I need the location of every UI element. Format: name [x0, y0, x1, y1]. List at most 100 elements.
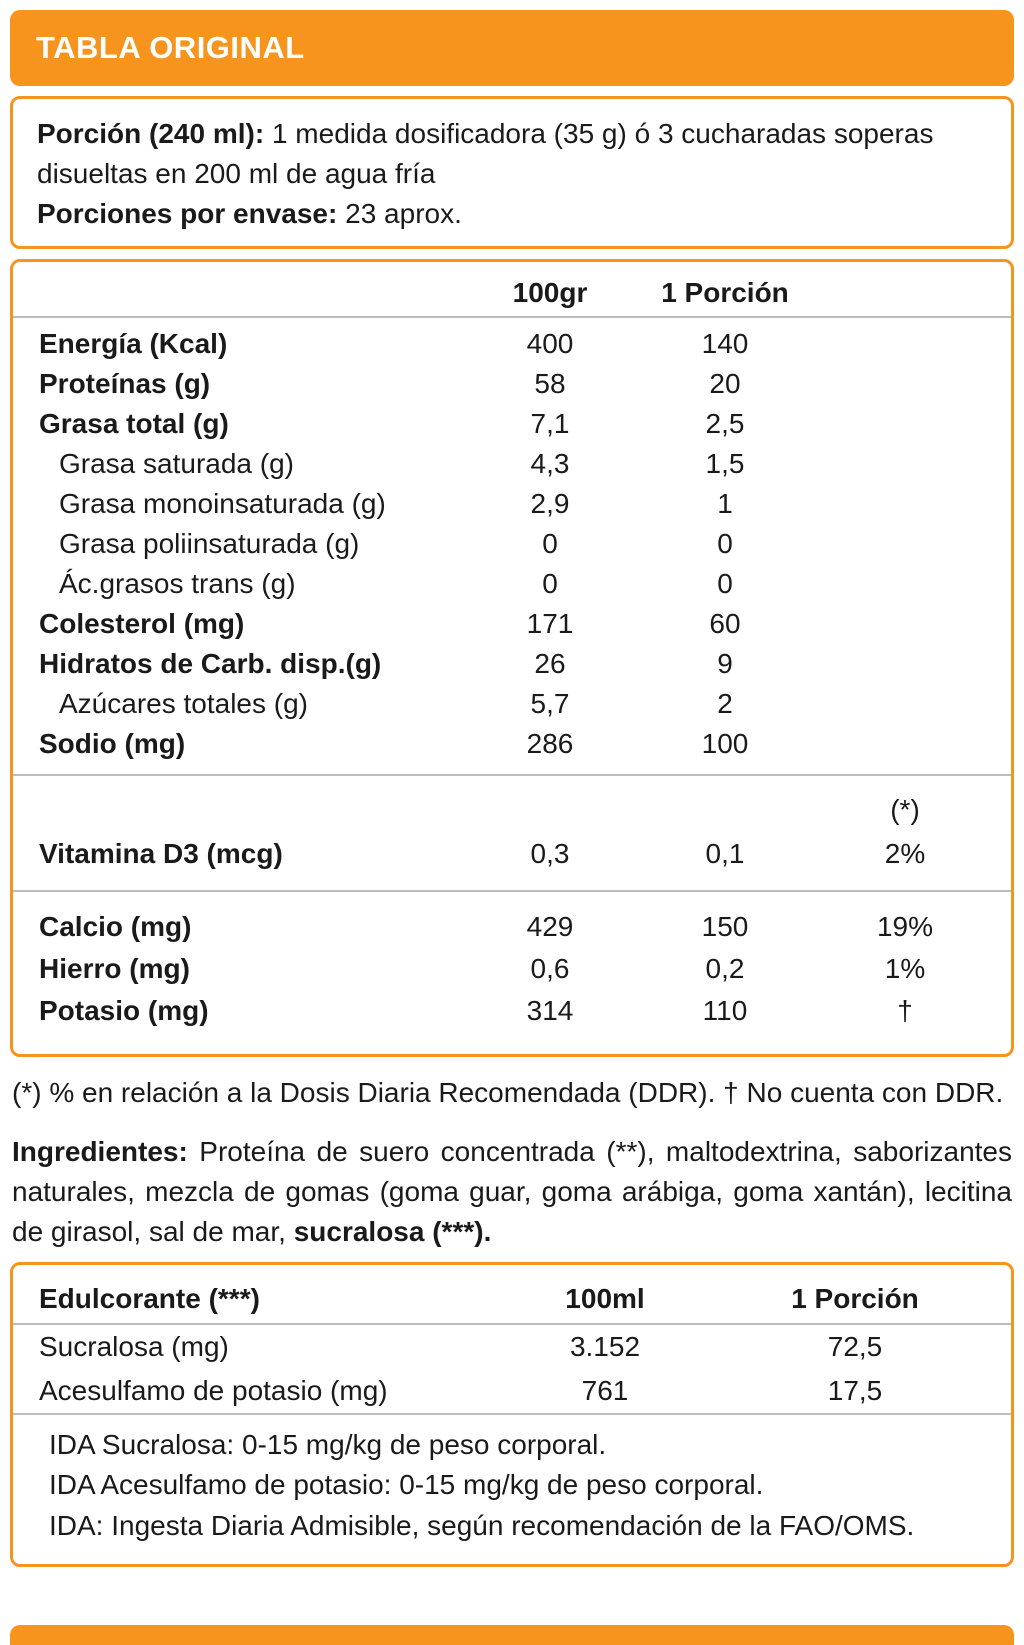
serving-info-box: Porción (240 ml): 1 medida dosificadora … [10, 96, 1014, 250]
servings-per-container-label: Porciones por envase: [37, 197, 338, 229]
vitamin-section: (*) Vitamina D3 (mcg) 0,3 0,1 2% [13, 776, 1011, 890]
serving-size-text: 1 medida dosificadora (35 g) ó 3 cuchara… [37, 118, 934, 189]
serving-size-line: Porción (240 ml): 1 medida dosificadora … [37, 114, 987, 194]
ida-note: IDA Sucralosa: 0-15 mg/kg de peso corpor… [49, 1428, 607, 1460]
value-ddr: † [897, 995, 913, 1027]
nutrient-row: Grasa total (g) 7,1 2,5 [13, 404, 1011, 444]
divider [13, 1412, 1011, 1415]
sweetener-name: Acesulfamo de potasio (mg) [39, 1374, 388, 1406]
nutrient-name: Colesterol (mg) [39, 608, 245, 640]
value-per-100g: 0,6 [530, 953, 570, 985]
nutrient-name: Sodio (mg) [39, 728, 186, 760]
ingredients-highlight: sucralosa (***). [293, 1215, 492, 1247]
value-per-portion: 2,5 [705, 408, 745, 440]
nutrient-name: Azúcares totales (g) [59, 688, 308, 720]
value-ddr: 2% [884, 838, 926, 870]
nutrient-name: Hidratos de Carb. disp.(g) [39, 648, 382, 680]
servings-per-container-text: 23 aprox. [345, 197, 462, 229]
macro-section: Energía (Kcal) 400 140 Proteínas (g) 58 … [13, 318, 1011, 774]
value-per-portion: 1,5 [705, 448, 745, 480]
value-per-100g: 58 [534, 368, 566, 400]
nutrient-row: Colesterol (mg) 171 60 [13, 604, 1011, 644]
nutrient-row: Proteínas (g) 58 20 [13, 364, 1011, 404]
nutrient-row: Vitamina D3 (mcg) 0,3 0,1 2% [13, 832, 1011, 876]
value-per-100g: 171 [526, 608, 574, 640]
nutrient-row: Potasio (mg) 314 110 † [13, 990, 1011, 1032]
nutrition-table: 100gr 1 Porción Energía (Kcal) 400 140 P… [10, 259, 1014, 1058]
sweetener-name: Sucralosa (mg) [39, 1330, 229, 1362]
sweetener-row: Acesulfamo de potasio (mg) 761 17,5 [13, 1369, 1011, 1413]
ddr-mark-row: (*) [13, 788, 1011, 832]
ddr-footnote: (*) % en relación a la Dosis Diaria Reco… [12, 1077, 1004, 1109]
value-per-portion: 140 [701, 328, 749, 360]
value-per-100g: 400 [526, 328, 574, 360]
value-ddr: 19% [876, 911, 934, 943]
value-per-portion: 60 [709, 608, 741, 640]
ingredients-label: Ingredientes: [12, 1136, 188, 1168]
value-per-portion: 2 [717, 688, 733, 720]
nutrient-name: Calcio (mg) [39, 911, 192, 943]
sweetener-row: Sucralosa (mg) 3.152 72,5 [13, 1325, 1011, 1369]
value-ddr: 1% [884, 953, 926, 985]
value-per-100ml: 761 [581, 1374, 629, 1406]
nutrient-name: Vitamina D3 (mcg) [39, 838, 283, 870]
value-per-100g: 4,3 [530, 448, 570, 480]
value-per-100ml: 3.152 [569, 1330, 641, 1362]
ida-notes: IDA Sucralosa: 0-15 mg/kg de peso corpor… [13, 1415, 1011, 1551]
nutrient-row: Sodio (mg) 286 100 [13, 724, 1011, 764]
sweetener-table-header: Edulcorante (***) 100ml 1 Porción [13, 1275, 1011, 1323]
value-per-portion: 1 [717, 488, 733, 520]
value-per-portion: 0 [717, 528, 733, 560]
nutrient-name: Energía (Kcal) [39, 328, 228, 360]
value-per-portion: 100 [701, 728, 749, 760]
mineral-section: Calcio (mg) 429 150 19% Hierro (mg) 0,6 … [13, 892, 1011, 1038]
value-per-portion: 0,2 [705, 953, 745, 985]
nutrient-row: Grasa poliinsaturada (g) 0 0 [13, 524, 1011, 564]
ingredients-text: Proteína de suero concentrada (**), malt… [12, 1136, 1012, 1247]
value-per-100g: 26 [534, 648, 566, 680]
serving-size-label: Porción (240 ml): [37, 118, 265, 149]
divider [13, 1322, 1011, 1325]
nutrient-name: Potasio (mg) [39, 995, 209, 1027]
value-per-portion: 110 [702, 995, 748, 1027]
ida-note: IDA Acesulfamo de potasio: 0-15 mg/kg de… [49, 1469, 764, 1501]
value-per-portion: 20 [709, 368, 741, 400]
nutrient-name: Grasa poliinsaturada (g) [59, 528, 360, 560]
bottom-accent-bar [10, 1625, 1014, 1645]
nutrient-row: Grasa saturada (g) 4,3 1,5 [13, 444, 1011, 484]
value-per-portion: 0 [717, 568, 733, 600]
value-per-portion: 150 [701, 911, 749, 943]
nutrient-row: Energía (Kcal) 400 140 [13, 324, 1011, 364]
value-per-100g: 429 [526, 911, 574, 943]
nutrient-name: Grasa saturada (g) [59, 448, 294, 480]
value-per-100g: 0 [542, 528, 558, 560]
nutrient-name: Grasa total (g) [39, 408, 229, 440]
nutrient-row: Hierro (mg) 0,6 0,2 1% [13, 948, 1011, 990]
divider [13, 774, 1011, 777]
value-per-100g: 7,1 [530, 408, 570, 440]
col-header-portion: 1 Porción [661, 277, 789, 309]
divider [13, 890, 1011, 893]
nutrition-table-header: 100gr 1 Porción [13, 270, 1011, 316]
nutrient-name: Proteínas (g) [39, 368, 211, 400]
nutrient-row: Grasa monoinsaturada (g) 2,9 1 [13, 484, 1011, 524]
divider [13, 316, 1011, 319]
nutrient-row: Ác.grasos trans (g) 0 0 [13, 564, 1011, 604]
value-per-portion: 0,1 [705, 838, 745, 870]
nutrient-row: Calcio (mg) 429 150 19% [13, 906, 1011, 948]
page-title: TABLA ORIGINAL [36, 30, 305, 65]
value-per-portion: 17,5 [827, 1374, 883, 1406]
value-per-100g: 5,7 [530, 688, 570, 720]
value-per-100g: 0,3 [530, 838, 570, 870]
value-per-100g: 314 [526, 995, 574, 1027]
value-per-100g: 2,9 [530, 488, 570, 520]
nutrient-row: Azúcares totales (g) 5,7 2 [13, 684, 1011, 724]
value-per-100g: 286 [526, 728, 574, 760]
col-header-100g: 100gr [512, 277, 588, 309]
servings-per-container-line: Porciones por envase: 23 aprox. [37, 194, 987, 234]
value-per-100g: 0 [542, 568, 558, 600]
nutrient-name: Ác.grasos trans (g) [59, 568, 296, 600]
ingredients-paragraph: Ingredientes: Proteína de suero concentr… [12, 1132, 1012, 1251]
nutrient-name: Hierro (mg) [39, 953, 190, 985]
